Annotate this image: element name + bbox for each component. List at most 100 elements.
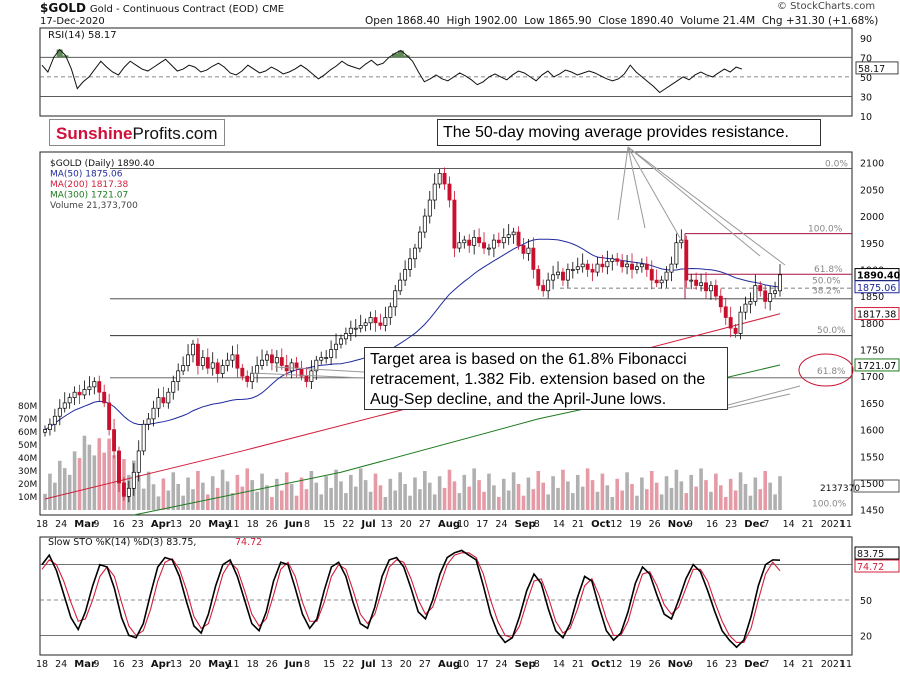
candle-body — [713, 285, 718, 297]
volume-bar — [62, 468, 67, 510]
volume-bar — [437, 476, 442, 510]
volume-bar — [669, 487, 674, 510]
volume-bar — [235, 474, 240, 510]
x-tick-label: Apr — [151, 519, 171, 530]
volume-bar — [215, 487, 220, 510]
candle-body — [659, 279, 664, 284]
candle-body — [625, 263, 630, 268]
candle-body — [398, 279, 403, 292]
sto-x-tick-label: 22 — [342, 659, 354, 670]
candle-body — [541, 285, 546, 292]
sto-x-tick-label: Mar — [74, 659, 96, 670]
volume-bar — [511, 472, 516, 510]
candle-body — [107, 402, 112, 430]
candle-body — [610, 258, 615, 262]
price-tick-label: 1950 — [860, 239, 884, 250]
volume-bar — [689, 474, 694, 510]
candle-body — [161, 397, 166, 404]
candle-body — [743, 303, 748, 313]
x-tick-label: 19 — [629, 519, 641, 530]
low-label: Low — [524, 15, 545, 27]
volume-bar — [176, 484, 180, 510]
candle-body — [595, 263, 600, 273]
candle-body — [644, 263, 649, 270]
volume-bar — [541, 482, 546, 510]
volume-bar — [383, 497, 388, 510]
candle-body — [260, 359, 264, 366]
high-label: High — [446, 15, 471, 27]
volume-bar — [733, 490, 738, 510]
candle-body — [472, 237, 477, 246]
x-tick-label: 20 — [189, 519, 201, 530]
candle-body — [186, 354, 191, 366]
sto-legend: Slow STO %K(14) %D(3) 83.75, — [48, 537, 196, 548]
candle-body — [195, 343, 200, 366]
volume-bar — [378, 485, 383, 510]
resistance-pointer — [627, 146, 786, 266]
volume-bar — [664, 476, 669, 510]
resistance-pointer — [617, 146, 629, 221]
price-legend-entry: MA(50) 1875.06 — [50, 170, 123, 180]
candle-body — [141, 423, 146, 452]
volume-bar — [585, 468, 590, 510]
x-tick-label: 11 — [840, 519, 852, 530]
candle-body — [245, 375, 250, 382]
x-tick-label: 22 — [342, 519, 354, 530]
volume-bar — [645, 489, 649, 510]
price-tick-label: 1650 — [860, 399, 884, 410]
sto-x-tick-label: 9 — [93, 659, 99, 670]
candle-body — [47, 423, 52, 430]
sto-x-tick-label: Dec — [744, 659, 765, 670]
target-pointer-left-2 — [274, 366, 365, 373]
volume-bar — [329, 487, 333, 510]
volume-bar — [289, 484, 294, 510]
fib-label: 0.0% — [825, 160, 848, 170]
price-tick-label: 2000 — [860, 212, 884, 223]
volume-bar — [571, 493, 575, 510]
volume-bar — [679, 481, 684, 510]
sto-x-tick-label: 16 — [113, 659, 125, 670]
candle-body — [556, 271, 560, 276]
volume-bar — [245, 468, 250, 510]
price-panel-frame — [39, 151, 853, 516]
volume-bar — [210, 476, 215, 510]
x-tick-label: 16 — [113, 519, 125, 530]
volume-bar — [640, 477, 644, 510]
candle-body — [200, 357, 205, 366]
sto-x-tick-label: 24 — [495, 659, 507, 670]
sto-x-tick-label: Sep — [515, 659, 536, 670]
candle-body — [546, 279, 551, 292]
candle-body — [689, 279, 694, 282]
candle-body — [235, 354, 240, 369]
candle-body — [191, 343, 195, 356]
candle-body — [378, 322, 383, 326]
volume-bar — [738, 472, 743, 510]
x-tick-label: 11 — [227, 519, 239, 530]
volume-bar — [694, 486, 698, 510]
volume-tick-label: 40M — [18, 454, 37, 464]
sto-x-tick-label: 24 — [55, 659, 67, 670]
price-tick-label: 1550 — [860, 452, 884, 463]
volume-tick-label: 70M — [18, 415, 37, 425]
x-tick-label: 14 — [783, 519, 795, 530]
candle-body — [447, 183, 452, 201]
candle-body — [585, 263, 590, 270]
resistance-pointer — [627, 146, 681, 239]
sto-legend-d: 74.72 — [235, 537, 262, 548]
candle-body — [43, 429, 47, 433]
volume-bar — [748, 495, 753, 510]
price-legend-entry: Volume 21,373,700 — [50, 201, 138, 211]
sto-x-tick-label: 20 — [400, 659, 412, 670]
candle-body — [432, 183, 437, 201]
volume-bar — [427, 482, 432, 510]
volume-bar — [551, 476, 555, 510]
candle-body — [699, 282, 704, 286]
chg-label: Chg — [761, 15, 783, 27]
price-tag-label: 1817.38 — [857, 310, 896, 321]
candle-body — [718, 295, 723, 308]
price-legend-entry: MA(200) 1817.38 — [50, 180, 128, 190]
volume-bar — [704, 480, 708, 510]
x-tick-label: 23 — [132, 519, 144, 530]
volume-bar — [205, 494, 210, 510]
